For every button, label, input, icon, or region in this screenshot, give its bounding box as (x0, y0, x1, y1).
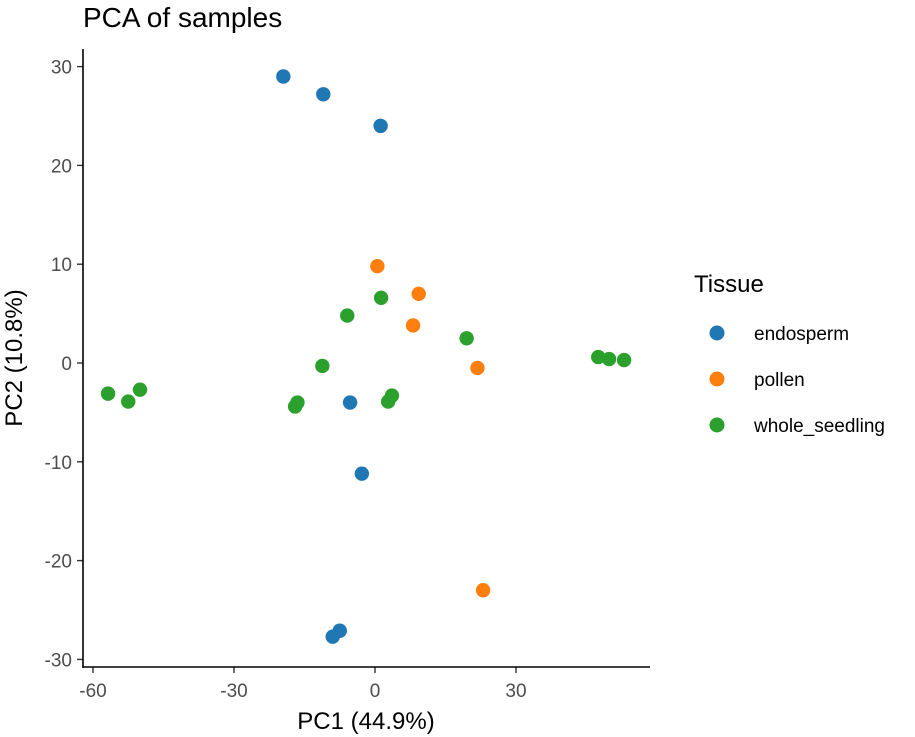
y-tick-label: -10 (45, 453, 72, 474)
legend-item-pollen: pollen (709, 370, 805, 391)
point-whole-seedling (340, 308, 355, 323)
point-whole-seedling (601, 351, 617, 367)
point-endosperm (354, 466, 370, 481)
legend-label-endosperm: endosperm (754, 324, 849, 345)
point-whole-seedling (315, 358, 330, 374)
legend-title: Tissue (694, 271, 764, 298)
point-whole-seedling (121, 394, 136, 409)
x-tick-label: -60 (79, 681, 106, 702)
y-tick-label: -30 (45, 650, 72, 671)
legend-label-whole-seedling: whole_seedling (753, 416, 885, 437)
x-tick-label: 30 (505, 681, 526, 702)
point-pollen (475, 583, 491, 598)
legend: Tissue endosperm pollen whole_seedling (694, 271, 885, 437)
point-pollen (405, 318, 421, 333)
point-endosperm (325, 629, 340, 644)
y-tick-label: 0 (61, 354, 72, 375)
legend-item-endosperm: endosperm (709, 324, 849, 345)
y-axis: -30 -20 -10 0 10 20 30 (45, 58, 83, 671)
point-pollen (370, 258, 385, 274)
point-whole-seedling (380, 394, 396, 409)
x-tick-label: 0 (370, 681, 381, 702)
point-endosperm (342, 395, 358, 410)
point-pollen (411, 286, 426, 302)
y-tick-label: -20 (45, 552, 72, 573)
chart-title: PCA of samples (83, 2, 282, 33)
point-whole-seedling (459, 331, 474, 346)
legend-key-endosperm (709, 325, 725, 341)
y-axis-title: PC2 (10.8%) (1, 289, 28, 426)
data-points (100, 69, 632, 644)
y-tick-label: 10 (51, 255, 72, 276)
point-pollen (470, 360, 485, 376)
point-whole-seedling (100, 386, 116, 401)
x-axis-title: PC1 (44.9%) (297, 708, 434, 735)
y-tick-label: 20 (51, 156, 72, 177)
point-whole-seedling (616, 352, 632, 368)
point-whole-seedling (132, 382, 148, 397)
legend-key-pollen (709, 371, 725, 387)
legend-label-pollen: pollen (754, 370, 805, 391)
x-axis: -60 -30 0 30 (79, 667, 527, 702)
point-endosperm (316, 87, 331, 102)
point-whole-seedling (287, 399, 303, 414)
x-tick-label: -30 (220, 681, 247, 702)
point-endosperm (276, 69, 291, 84)
legend-item-whole-seedling: whole_seedling (709, 416, 885, 437)
legend-key-whole-seedling (709, 417, 725, 433)
point-whole-seedling (591, 349, 606, 365)
point-endosperm (373, 118, 388, 134)
y-tick-label: 30 (51, 58, 72, 79)
point-whole-seedling (373, 290, 389, 305)
